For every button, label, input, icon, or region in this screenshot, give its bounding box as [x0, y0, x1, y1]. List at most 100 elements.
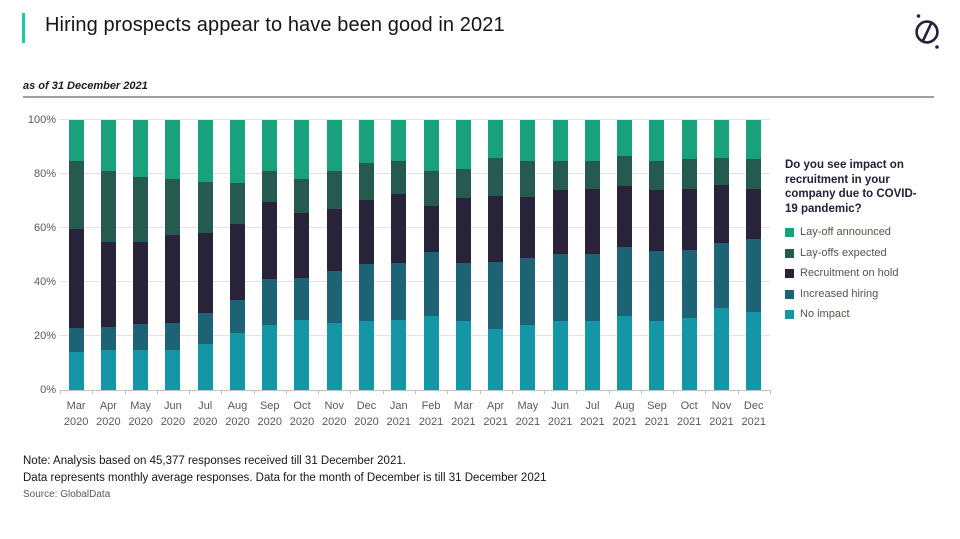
segment-lay-off-announced: [391, 120, 407, 161]
x-tick-label: Apr 2020: [96, 400, 121, 428]
x-tick-label: Dec 2021: [741, 400, 766, 428]
segment-increased-hiring: [197, 313, 213, 345]
segment-no-impact: [133, 349, 149, 390]
segment-lay-offs-expected: [165, 179, 181, 235]
segment-increased-hiring: [455, 263, 471, 322]
gridline-100: [60, 119, 770, 120]
bar-slot: [512, 120, 544, 390]
segment-no-impact: [262, 325, 278, 390]
segment-recruitment-on-hold: [100, 241, 116, 327]
legend-label: Increased hiring: [800, 287, 879, 300]
bar-slot: [641, 120, 673, 390]
segment-increased-hiring: [584, 253, 600, 322]
x-axis-tick: [221, 390, 223, 394]
bar-slot: [479, 120, 511, 390]
segment-lay-offs-expected: [68, 160, 84, 230]
segment-recruitment-on-hold: [488, 195, 504, 262]
segment-increased-hiring: [68, 327, 84, 353]
segment-lay-offs-expected: [746, 159, 762, 189]
x-axis-tick: [511, 390, 513, 394]
segment-no-impact: [165, 349, 181, 390]
x-axis-tick: [673, 390, 675, 394]
bar-slot: [125, 120, 157, 390]
stacked-bar-jul-2021: [584, 120, 600, 390]
legend-items: Lay-off announced Lay-offs expected Recrui…: [785, 227, 957, 320]
x-tick-label: Jun 2020: [160, 400, 186, 428]
legend: Do you see impact on recruitment in your…: [785, 158, 957, 330]
legend-label: No impact: [800, 308, 850, 320]
segment-lay-offs-expected: [681, 159, 697, 189]
segment-recruitment-on-hold: [423, 206, 439, 253]
stacked-bar-nov-2021: [713, 120, 729, 390]
legend-label: Lay-off announced: [800, 226, 891, 238]
segment-increased-hiring: [294, 277, 310, 320]
bar-slot: [383, 120, 415, 390]
x-axis-tick: [479, 390, 481, 394]
segment-lay-off-announced: [262, 120, 278, 172]
segment-recruitment-on-hold: [520, 196, 536, 258]
note-line-2: Data represents monthly average response…: [23, 472, 547, 484]
segment-lay-offs-expected: [584, 160, 600, 189]
legend-item-increased-hiring: Increased hiring: [785, 287, 957, 300]
bar-slot: [60, 120, 92, 390]
segment-lay-off-announced: [294, 120, 310, 180]
segment-lay-offs-expected: [359, 163, 375, 200]
segment-increased-hiring: [713, 242, 729, 308]
gridline-40: [60, 281, 770, 282]
x-tick-label: Oct 2020: [289, 400, 315, 428]
segment-no-impact: [294, 319, 310, 390]
bar-slot: [254, 120, 286, 390]
plot-area: [60, 119, 771, 394]
segment-increased-hiring: [326, 271, 342, 323]
y-tick-label: 80%: [33, 168, 56, 180]
segment-recruitment-on-hold: [391, 194, 407, 264]
x-tick-label: Jun 2021: [547, 400, 573, 428]
bar-slot: [318, 120, 350, 390]
globaldata-logo-icon: [911, 12, 943, 50]
segment-no-impact: [455, 321, 471, 390]
x-axis-tick: [705, 390, 707, 394]
x-tick-label: Aug 2021: [612, 400, 637, 428]
stacked-bar-oct-2021: [681, 120, 697, 390]
segment-no-impact: [423, 315, 439, 390]
y-tick-label: 60%: [33, 222, 56, 234]
segment-lay-offs-expected: [294, 179, 310, 214]
bar-slot: [415, 120, 447, 390]
segment-recruitment-on-hold: [326, 209, 342, 272]
x-tick-label: Apr 2021: [483, 400, 508, 428]
x-axis-tick: [576, 390, 578, 394]
gridline-80: [60, 173, 770, 174]
x-axis-tick: [285, 390, 287, 394]
stacked-bar-sep-2021: [649, 120, 665, 390]
segment-lay-offs-expected: [488, 157, 504, 196]
stacked-bar-aug-2020: [229, 120, 245, 390]
x-axis-tick: [737, 390, 739, 394]
segment-lay-off-announced: [746, 120, 762, 160]
segment-lay-offs-expected: [649, 160, 665, 191]
gridline-60: [60, 227, 770, 228]
stacked-bar-sep-2020: [262, 120, 278, 390]
segment-lay-offs-expected: [229, 183, 245, 224]
x-tick-label: Aug 2020: [225, 400, 250, 428]
segment-recruitment-on-hold: [229, 223, 245, 300]
segment-lay-off-announced: [165, 120, 181, 180]
segment-lay-off-announced: [133, 120, 149, 177]
segment-lay-offs-expected: [326, 171, 342, 210]
x-axis-labels: Mar 2020 Apr 2020 May 2020 Jun 2020 Jul 2020 Aug 20…: [60, 398, 770, 430]
segment-lay-offs-expected: [100, 171, 116, 242]
legend-item-lay-offs-expected: Lay-offs expected: [785, 247, 957, 259]
segment-no-impact: [552, 321, 568, 390]
stacked-bar-may-2021: [520, 120, 536, 390]
segment-recruitment-on-hold: [552, 190, 568, 254]
stacked-bar-mar-2021: [455, 120, 471, 390]
x-tick-label: Oct 2021: [676, 400, 702, 428]
segment-increased-hiring: [488, 261, 504, 330]
segment-no-impact: [359, 321, 375, 390]
segment-increased-hiring: [359, 264, 375, 322]
segment-no-impact: [584, 321, 600, 390]
bars-container: [60, 120, 770, 390]
bar-slot: [576, 120, 608, 390]
segment-recruitment-on-hold: [165, 234, 181, 323]
legend-swatch-icon: [785, 248, 794, 258]
